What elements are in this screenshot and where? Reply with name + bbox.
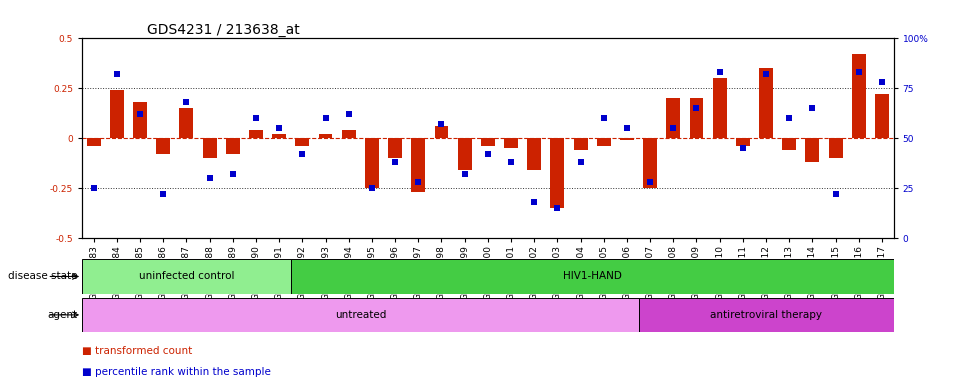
Bar [110,90,124,138]
Text: uninfected control: uninfected control [139,271,234,281]
Bar [226,138,240,154]
Bar [296,138,309,146]
Bar [133,102,147,138]
Bar [597,138,611,146]
Bar [481,138,495,146]
Text: untreated: untreated [334,310,386,320]
Text: agent: agent [47,310,77,320]
Bar [203,138,216,158]
Text: HIV1-HAND: HIV1-HAND [563,271,621,281]
Bar [875,94,889,138]
Bar [156,138,170,154]
Bar [388,138,402,158]
Bar [829,138,842,158]
Bar [806,138,819,162]
Bar [412,138,425,192]
Bar [782,138,796,150]
Bar [291,259,894,294]
Bar [620,138,634,140]
Text: antiretroviral therapy: antiretroviral therapy [710,310,822,320]
Bar [82,298,639,332]
Bar [319,134,332,138]
Bar [574,138,587,150]
Bar [180,108,193,138]
Bar [82,259,291,294]
Bar [667,98,680,138]
Bar [504,138,518,148]
Bar [852,55,866,138]
Text: ■ transformed count: ■ transformed count [82,346,192,356]
Bar [527,138,541,170]
Bar [272,134,286,138]
Bar [713,78,726,138]
Bar [551,138,564,208]
Bar [249,130,263,138]
Bar [690,98,703,138]
Bar [365,138,379,188]
Bar [759,68,773,138]
Text: ■ percentile rank within the sample: ■ percentile rank within the sample [82,367,271,377]
Bar [342,130,355,138]
Bar [435,126,448,138]
Text: disease state: disease state [8,271,77,281]
Text: GDS4231 / 213638_at: GDS4231 / 213638_at [147,23,299,37]
Bar [458,138,471,170]
Bar [639,298,894,332]
Bar [87,138,100,146]
Bar [736,138,750,146]
Bar [643,138,657,188]
